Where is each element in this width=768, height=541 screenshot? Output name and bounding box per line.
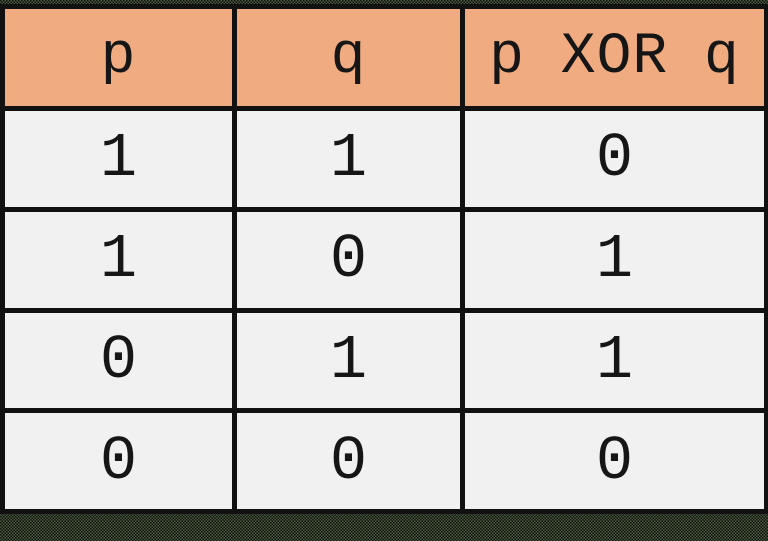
truth-table-body: 1 1 0 1 0 1 0 1 1 0 0 0 (0, 106, 768, 514)
header-cell-p-xor-q: p XOR q (460, 4, 768, 111)
header-cell-q: q (232, 4, 465, 111)
cell-r3-result: 0 (460, 408, 768, 514)
cell-r2-result: 1 (460, 307, 768, 414)
cell-r1-p: 1 (0, 206, 237, 313)
xor-truth-table: p q p XOR q 1 1 0 1 0 1 0 1 1 0 0 0 (0, 4, 768, 514)
cell-r1-result: 1 (460, 206, 768, 313)
table-row: 1 0 1 (0, 206, 768, 313)
cell-r0-result: 0 (460, 106, 768, 212)
cell-r2-q: 1 (232, 307, 465, 414)
table-row: 1 1 0 (0, 106, 768, 212)
header-row: p q p XOR q (0, 4, 768, 111)
cell-r0-p: 1 (0, 106, 237, 212)
table-row: 0 0 0 (0, 408, 768, 514)
cell-r3-p: 0 (0, 408, 237, 514)
table-row: 0 1 1 (0, 307, 768, 414)
truth-table-header: p q p XOR q (0, 4, 768, 111)
header-cell-p: p (0, 4, 237, 111)
cell-r0-q: 1 (232, 106, 465, 212)
cell-r1-q: 0 (232, 206, 465, 313)
cell-r3-q: 0 (232, 408, 465, 514)
cell-r2-p: 0 (0, 307, 237, 414)
